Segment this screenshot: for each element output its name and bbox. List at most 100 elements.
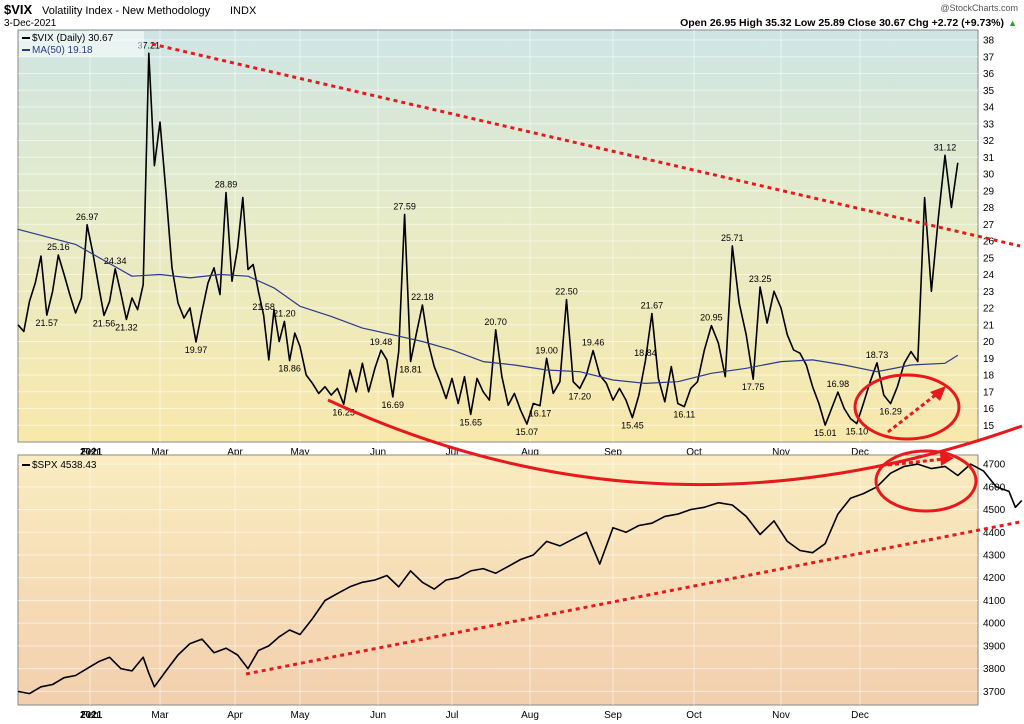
spx-legend: $SPX 4538.43 <box>22 460 97 471</box>
vix-y-tick-label: 15 <box>983 421 995 432</box>
spx-x-tick-label: Dec <box>851 710 869 721</box>
up-arrow-icon: ▲ <box>1008 18 1017 28</box>
vix-y-axis: 15 16 17 18 19 20 21 22 23 24 25 26 27 28 29 30 31 32 33 34… <box>983 36 995 432</box>
vix-data-label: 16.11 <box>673 410 695 420</box>
vix-data-label: 31.12 <box>934 142 957 152</box>
vix-rising-arrow-line <box>887 391 939 434</box>
chart-date: 3-Dec-2021 <box>4 18 57 29</box>
spx-y-tick-label: 4600 <box>983 482 1006 493</box>
vix-x-tick-label: May <box>291 447 310 458</box>
vix-data-label: 27.59 <box>393 201 416 211</box>
spx-x-tick-label: Sep <box>604 710 622 721</box>
spx-y-tick-label: 4200 <box>983 573 1006 584</box>
vix-y-tick-label: 25 <box>983 253 995 264</box>
vix-data-label: 15.01 <box>814 428 837 438</box>
vix-data-label: 37.21 <box>138 40 161 50</box>
vix-annotations: 37.21 25.16 26.97 24.34 21.57 21.56 21.32 28.89… <box>36 40 957 438</box>
vix-data-label: 16.69 <box>382 400 405 410</box>
spx-y-tick-label: 4300 <box>983 551 1006 562</box>
spx-y-axis: 3700 3800 3900 4000 4100 4200 4300 4400 4500 4600… <box>983 460 1006 698</box>
chart-name: Volatility Index - New Methodology <box>42 5 211 17</box>
vix-x-tick-label: Aug <box>521 447 539 458</box>
vix-y-tick-label: 29 <box>983 186 995 197</box>
spx-series-line-0 <box>17 463 1023 695</box>
spx-x-tick-label: Oct <box>686 710 702 721</box>
vix-y-tick-label: 35 <box>983 86 995 97</box>
vix-series-line-0 <box>17 52 959 426</box>
vix-legend-label: $VIX (Daily) 30.67 <box>32 33 114 44</box>
vix-plot-background <box>17 29 979 443</box>
vix-data-label: 18.84 <box>634 348 657 358</box>
vix-data-label: 26.97 <box>76 212 99 222</box>
vix-y-tick-label: 21 <box>983 320 995 331</box>
spx-x-tick-label: Jul <box>446 710 459 721</box>
vix-y-tick-label: 31 <box>983 153 995 164</box>
spx-top-arrow-line <box>887 457 945 467</box>
vix-data-label: 15.65 <box>459 417 482 427</box>
vix-data-label: 23.25 <box>749 274 772 284</box>
vix-x-tick-label: Nov <box>772 447 790 458</box>
spx-y-tick-label: 4700 <box>983 460 1006 471</box>
vix-rounded-bottom-arc <box>327 398 1023 487</box>
vix-data-label: 22.50 <box>555 287 578 297</box>
spx-legend-label: $SPX 4538.43 <box>32 460 97 471</box>
watermark: @StockCharts.com <box>940 3 1018 13</box>
spx-y-tick-label: 3800 <box>983 664 1006 675</box>
spx-x-tick-label: Mar <box>151 710 169 721</box>
vix-x-tick-label: 2021 <box>80 447 103 458</box>
spx-uptrend-line <box>245 520 1021 676</box>
vix-y-tick-label: 26 <box>983 237 995 248</box>
ohlc-readout: Open 26.95 High 35.32 Low 25.89 Close 30… <box>680 17 1004 29</box>
spx-series-group <box>17 463 1023 695</box>
vix-data-label: 19.48 <box>370 337 393 347</box>
vix-y-tick-label: 32 <box>983 136 995 147</box>
vix-x-tick-label: Apr <box>227 447 243 458</box>
vix-panel: 1516171819202122232425262728293031323334… <box>17 29 995 458</box>
vix-circle-highlight <box>853 373 961 441</box>
vix-y-tick-label: 34 <box>983 103 995 114</box>
spx-x-tick-label: May <box>291 710 310 721</box>
vix-data-label: 25.71 <box>721 233 744 243</box>
vix-data-label: 21.57 <box>36 318 59 328</box>
vix-data-label: 15.07 <box>516 427 539 437</box>
vix-y-tick-label: 30 <box>983 170 995 181</box>
vix-y-tick-label: 24 <box>983 270 995 281</box>
markup-overlays <box>151 42 1023 676</box>
vix-data-label: 16.25 <box>332 407 355 417</box>
vix-data-label: 22.18 <box>411 292 434 302</box>
vix-y-tick-label: 16 <box>983 404 995 415</box>
vix-x-tick-label: Jun <box>370 447 386 458</box>
vix-data-label: 16.17 <box>529 409 552 419</box>
vix-data-label: 25.16 <box>47 242 70 252</box>
vix-y-tick-label: 19 <box>983 354 995 365</box>
vix-data-label: 21.56 <box>93 318 116 328</box>
spx-arrowhead-icon <box>940 452 954 466</box>
vix-data-label: 17.75 <box>742 382 765 392</box>
vix-y-tick-label: 22 <box>983 304 995 315</box>
vix-data-label: 18.81 <box>399 364 422 374</box>
vix-y-tick-label: 18 <box>983 371 995 382</box>
spx-x-tick-label: Nov <box>772 710 790 721</box>
spx-y-tick-label: 3900 <box>983 641 1006 652</box>
spx-y-tick-label: 3700 <box>983 687 1006 698</box>
vix-legend: $VIX (Daily) 30.67 MA(50) 19.18 <box>19 31 144 57</box>
vix-data-label: 16.98 <box>827 379 850 389</box>
vix-series-line-1 <box>17 228 959 384</box>
vix-x-tick-label: Oct <box>686 447 702 458</box>
chart-exchange: INDX <box>230 5 257 17</box>
vix-x-tick-label: Mar <box>151 447 169 458</box>
vix-x-tick-label: Dec <box>851 447 869 458</box>
vix-series-group <box>17 52 959 426</box>
vix-y-tick-label: 27 <box>983 220 995 231</box>
spx-plot-background <box>17 454 979 706</box>
vix-x-tick-label: Feb <box>81 447 99 458</box>
vix-data-label: 20.95 <box>700 313 723 323</box>
spx-x-tick-label: 2021 <box>80 710 103 721</box>
vix-y-tick-label: 37 <box>983 52 995 63</box>
vix-y-tick-label: 20 <box>983 337 995 348</box>
vix-data-label: 18.73 <box>866 350 889 360</box>
vix-data-label: 16.29 <box>879 407 902 417</box>
